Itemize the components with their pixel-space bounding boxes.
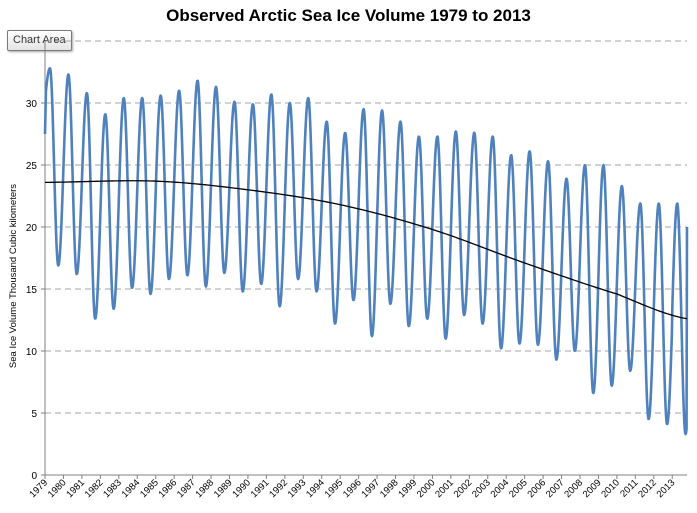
x-tick-label: 2000	[415, 477, 438, 500]
chart-title: Observed Arctic Sea Ice Volume 1979 to 2…	[166, 6, 531, 25]
x-tick-label: 1995	[323, 477, 346, 500]
y-tick-label: 15	[26, 285, 38, 296]
x-tick-label: 2007	[544, 477, 567, 500]
x-tick-label: 1984	[120, 477, 143, 500]
y-tick-label: 20	[26, 223, 38, 234]
x-tick-label: 2005	[507, 477, 530, 500]
x-tick-label: 1982	[83, 477, 106, 500]
x-tick-label: 2012	[636, 477, 659, 500]
y-tick-label: 25	[26, 161, 38, 172]
x-tick-label: 2011	[618, 477, 640, 499]
y-tick-label: 30	[26, 99, 38, 110]
x-tick-label: 1999	[396, 477, 419, 500]
x-tick-label: 2001	[433, 477, 456, 500]
x-tick-label: 1992	[267, 477, 290, 500]
x-tick-label: 1981	[64, 477, 87, 500]
x-tick-label: 1997	[359, 477, 382, 500]
y-axis-title: Sea Ice Volume Thousand Cubic kilometers	[8, 184, 19, 368]
x-tick-label: 2008	[562, 477, 585, 500]
x-tick-label: 2009	[581, 477, 604, 500]
x-tick-label: 1994	[304, 477, 327, 500]
x-tick-label: 1991	[249, 477, 272, 500]
x-tick-label: 2010	[599, 477, 622, 500]
series-line-monthly-volume	[43, 67, 689, 436]
x-tick-label: 1980	[46, 477, 69, 500]
x-tick-label: 1988	[193, 477, 216, 500]
x-tick-label: 1987	[175, 477, 198, 500]
x-tick-label: 2004	[489, 477, 512, 500]
x-tick-label: 2003	[470, 477, 493, 500]
y-tick-label: 10	[26, 347, 38, 358]
x-tick-label: 1985	[138, 477, 161, 500]
chart-area-tooltip: Chart Area	[7, 30, 72, 51]
x-tick-label: 2006	[525, 477, 548, 500]
x-tick-label: 1989	[212, 477, 235, 500]
y-tick-label: 0	[31, 471, 37, 482]
x-tick-label: 1996	[341, 477, 364, 500]
x-tick-label: 1983	[101, 477, 124, 500]
x-tick-label: 2013	[655, 477, 678, 500]
x-tick-label: 2002	[452, 477, 475, 500]
x-tick-label: 1986	[157, 477, 180, 500]
x-tick-label: 1990	[230, 477, 253, 500]
x-tick-label: 1993	[286, 477, 309, 500]
x-tick-label: 1998	[378, 477, 401, 500]
y-tick-label: 5	[31, 409, 37, 420]
series-line-trend	[44, 180, 688, 320]
